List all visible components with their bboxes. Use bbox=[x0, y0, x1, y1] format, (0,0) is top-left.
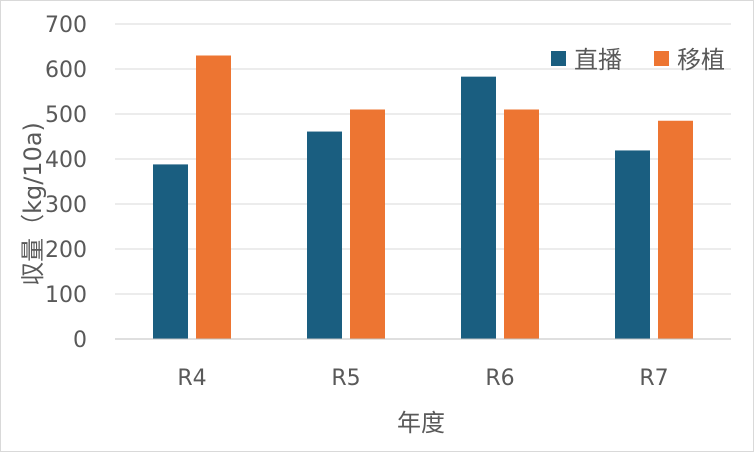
x-axis-categories: R4 R5 R6 R7 bbox=[177, 366, 668, 391]
y-tick-label: 600 bbox=[45, 58, 87, 83]
bar-R4-1 bbox=[196, 55, 231, 339]
y-tick-label: 0 bbox=[73, 328, 87, 353]
x-category-label: R7 bbox=[639, 366, 668, 391]
y-tick-label: 400 bbox=[45, 148, 87, 173]
y-tick-label: 700 bbox=[45, 13, 87, 38]
x-category-label: R6 bbox=[485, 366, 514, 391]
y-tick-label: 300 bbox=[45, 193, 87, 218]
bar-R7-1 bbox=[658, 120, 693, 339]
bar-R6-0 bbox=[461, 76, 496, 340]
x-axis-title: 年度 bbox=[397, 409, 445, 437]
y-axis-title: 収量（kg/10a) bbox=[19, 122, 47, 286]
legend-label: 移植 bbox=[677, 46, 725, 74]
legend-label: 直播 bbox=[574, 46, 622, 74]
x-category-label: R5 bbox=[331, 366, 360, 391]
x-category-label: R4 bbox=[177, 366, 206, 391]
y-tick-label: 100 bbox=[45, 283, 87, 308]
bar-R6-1 bbox=[504, 109, 539, 339]
bar-R7-0 bbox=[615, 150, 650, 339]
y-tick-label: 200 bbox=[45, 238, 87, 263]
legend: 直播 移植 bbox=[551, 46, 725, 74]
legend-swatch bbox=[654, 51, 669, 66]
y-tick-label: 500 bbox=[45, 103, 87, 128]
bar-R4-0 bbox=[153, 164, 188, 339]
legend-swatch bbox=[551, 51, 566, 66]
bars bbox=[153, 55, 693, 340]
bar-R5-1 bbox=[350, 109, 385, 339]
y-axis-ticks: 0 100 200 300 400 500 600 700 bbox=[45, 13, 87, 353]
bar-R5-0 bbox=[307, 131, 342, 339]
